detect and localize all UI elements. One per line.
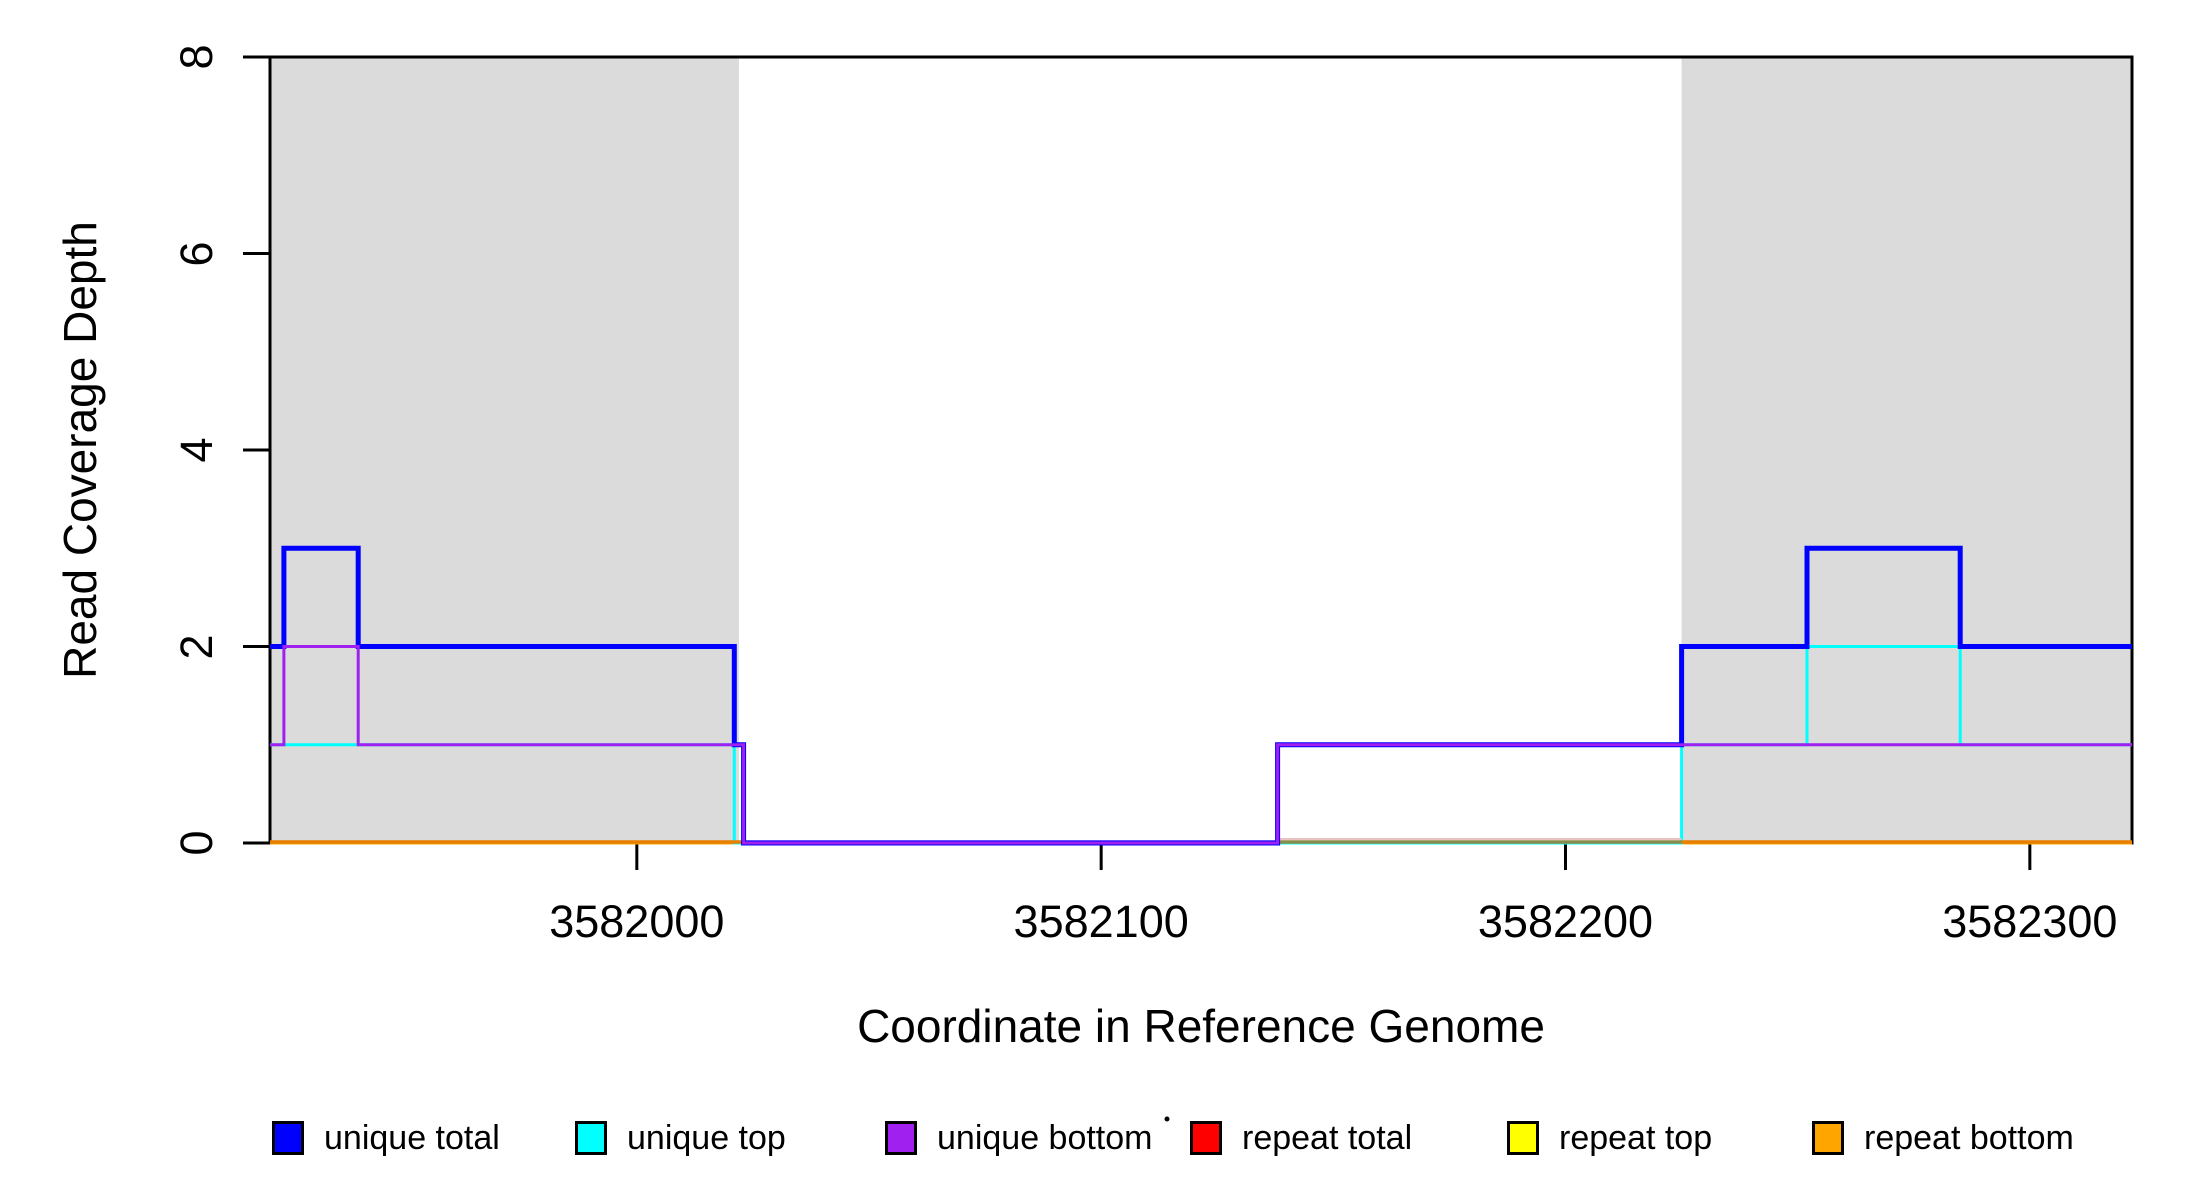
y-tick-label: 2 — [171, 633, 222, 660]
repeat-region-shade — [1681, 57, 2132, 843]
legend-label: unique bottom — [937, 1118, 1153, 1157]
x-tick-label: 3582200 — [1477, 896, 1654, 947]
x-tick-label: 3582300 — [1942, 896, 2118, 947]
legend-swatch — [1190, 1121, 1222, 1155]
series-line-unique-bottom — [270, 645, 2132, 845]
legend-item: unique top — [575, 1118, 786, 1157]
legend-label: unique top — [627, 1118, 786, 1157]
legend-swatch — [272, 1121, 304, 1155]
x-tick-label: 3582000 — [549, 896, 725, 947]
legend-swatch — [575, 1121, 607, 1155]
repeat-region-shade — [270, 57, 739, 843]
legend-item: unique total — [272, 1118, 500, 1157]
y-tick-label: 4 — [171, 437, 222, 463]
legend-swatch — [1507, 1121, 1539, 1155]
legend-swatch — [1812, 1121, 1844, 1155]
legend-label: repeat total — [1242, 1118, 1413, 1157]
legend-item: repeat top — [1507, 1118, 1713, 1157]
y-axis-title: Read Coverage Depth — [54, 221, 106, 679]
legend-swatch — [885, 1121, 917, 1155]
x-axis-title: Coordinate in Reference Genome — [857, 1000, 1545, 1052]
legend-item: unique bottom — [885, 1118, 1153, 1157]
legend-label: repeat top — [1559, 1118, 1713, 1157]
y-tick-label: 8 — [171, 44, 222, 70]
x-tick-label: 3582100 — [1013, 896, 1189, 947]
legend-label: unique total — [324, 1118, 500, 1157]
y-tick-label: 0 — [171, 830, 222, 856]
legend-label: repeat bottom — [1864, 1118, 2074, 1157]
legend-item: repeat total — [1190, 1118, 1413, 1157]
stray-dot — [1164, 1116, 1170, 1122]
legend-item: repeat bottom — [1812, 1118, 2074, 1157]
y-tick-label: 6 — [171, 240, 222, 267]
